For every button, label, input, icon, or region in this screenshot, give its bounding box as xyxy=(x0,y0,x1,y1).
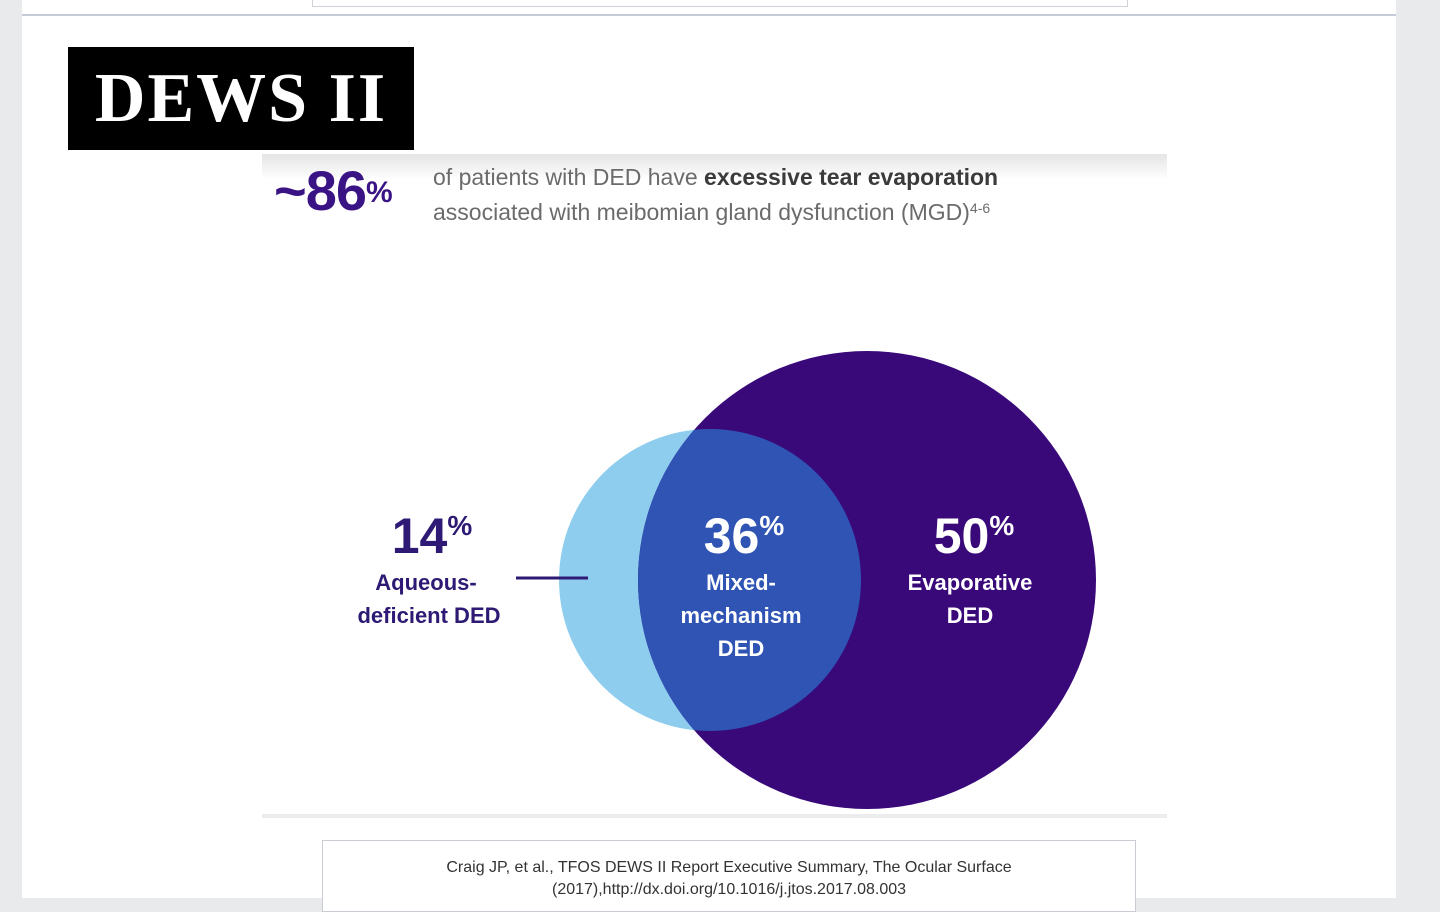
previous-text-box xyxy=(312,0,1128,7)
evaporative-unit: % xyxy=(989,510,1014,541)
headline-text-prefix: of patients with DED have xyxy=(433,164,698,190)
evaporative-value: 50 xyxy=(934,508,990,564)
evaporative-label-line2: DED xyxy=(947,603,993,628)
dews-title-block: DEWS II xyxy=(68,47,414,150)
document-page: DEWS II ~86% of patients with DED have e… xyxy=(22,0,1396,912)
aqueous-label: 14% Aqueous- deficient DED xyxy=(357,508,500,628)
citation-box: Craig JP, et al., TFOS DEWS II Report Ex… xyxy=(322,840,1136,912)
evaporative-label: 50% Evaporative DED xyxy=(908,508,1033,628)
mixed-label-line2: mechanism xyxy=(680,603,801,628)
headline-stat-unit: % xyxy=(366,176,393,209)
venn-diagram: 14% Aqueous- deficient DED 36% Mixed- me… xyxy=(357,351,1096,809)
page-divider xyxy=(22,14,1396,16)
mixed-label-line3: DED xyxy=(718,636,764,661)
mixed-unit: % xyxy=(759,510,784,541)
aqueous-label-line2: deficient DED xyxy=(357,603,500,628)
aqueous-label-line1: Aqueous- xyxy=(375,570,476,595)
overlap-region xyxy=(638,429,861,731)
headline-reference: 4-6 xyxy=(969,200,991,216)
mixed-value: 36 xyxy=(704,508,760,564)
headline-text-line2: associated with meibomian gland dysfunct… xyxy=(433,199,970,225)
slide-bottom-rule xyxy=(262,814,1167,818)
aqueous-percent: 14% xyxy=(392,508,473,564)
evaporative-label-line1: Evaporative xyxy=(908,570,1033,595)
aqueous-value: 14 xyxy=(392,508,448,564)
mixed-label: 36% Mixed- mechanism DED xyxy=(680,508,801,661)
mixed-percent: 36% xyxy=(704,508,785,564)
citation-line2: (2017),http://dx.doi.org/10.1016/j.jtos.… xyxy=(551,881,907,898)
aqueous-unit: % xyxy=(447,510,472,541)
headline-stat: ~86% xyxy=(274,158,393,224)
citation-line1: Craig JP, et al., TFOS DEWS II Report Ex… xyxy=(446,859,1012,876)
headline-stat-value: ~86 xyxy=(274,159,367,222)
headline-text-bold: excessive tear evaporation xyxy=(704,164,999,190)
headline-text: of patients with DED have excessive tear… xyxy=(433,160,1163,230)
mixed-label-line1: Mixed- xyxy=(706,570,776,595)
slide-top-shade xyxy=(262,154,1167,180)
evaporative-percent: 50% xyxy=(934,508,1015,564)
dews-title: DEWS II xyxy=(94,60,388,137)
